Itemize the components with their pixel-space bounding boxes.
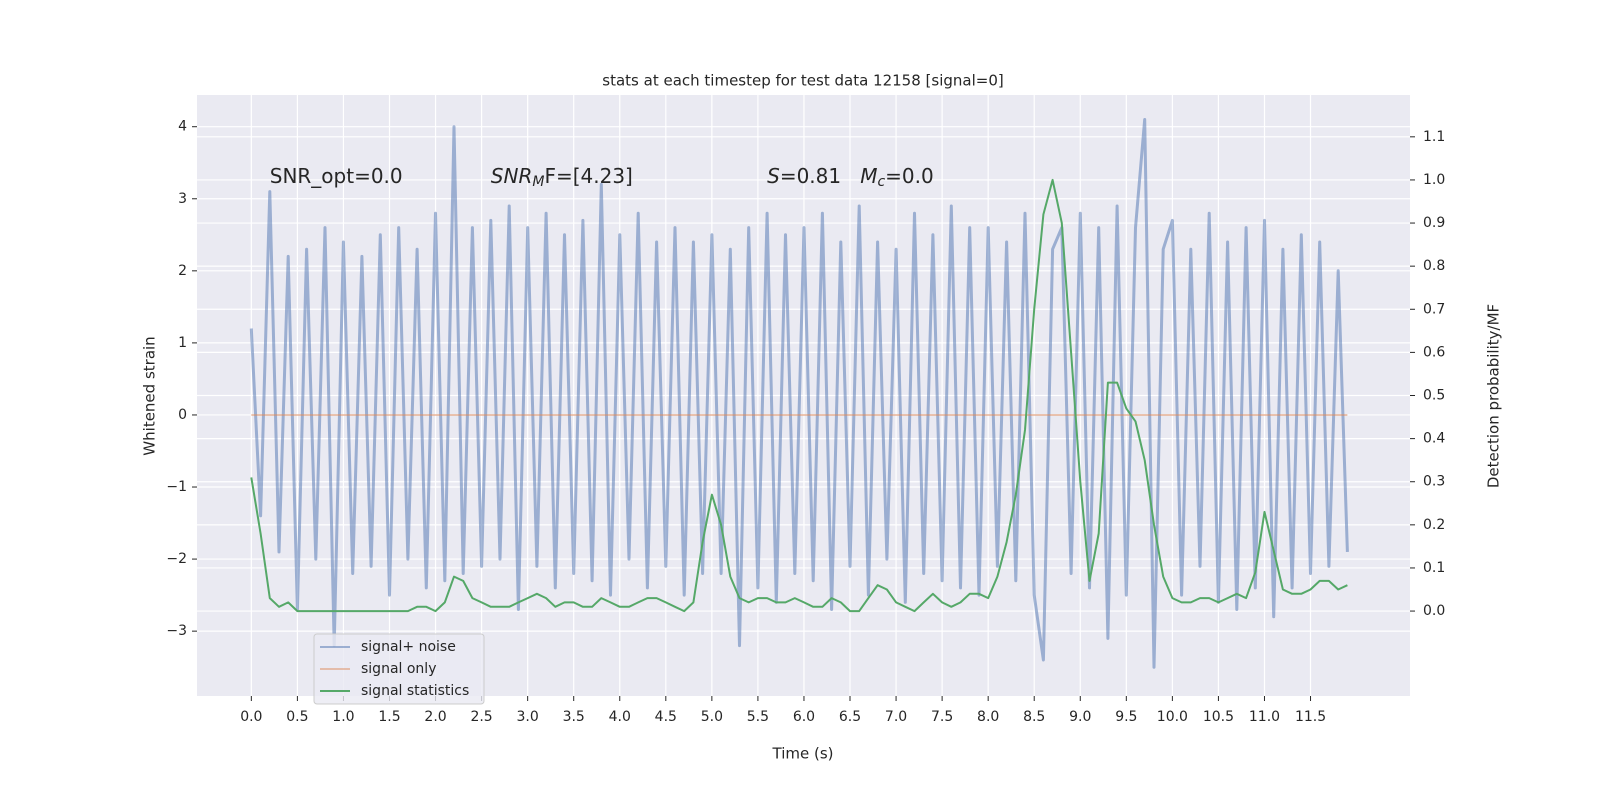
annotation-part: c xyxy=(877,174,885,190)
y-tick-label: −2 xyxy=(166,551,187,567)
x-tick-label: 4.0 xyxy=(609,709,631,725)
y2-tick-label: 0.3 xyxy=(1423,474,1445,490)
y2-tick-label: 0.8 xyxy=(1423,258,1445,274)
x-tick-label: 9.5 xyxy=(1115,709,1137,725)
y2-tick-label: 0.5 xyxy=(1423,388,1445,404)
x-tick-label: 5.0 xyxy=(701,709,723,725)
y2-tick-label: 0.1 xyxy=(1423,560,1445,576)
x-tick-label: 8.5 xyxy=(1023,709,1045,725)
x-tick-label: 6.0 xyxy=(793,709,815,725)
y2-tick-label: 1.0 xyxy=(1423,172,1445,188)
x-tick-label: 7.5 xyxy=(931,709,953,725)
x-tick-label: 2.0 xyxy=(424,709,446,725)
legend-label: signal statistics xyxy=(361,683,469,699)
x-tick-label: 4.5 xyxy=(655,709,677,725)
annotation-part: M xyxy=(532,174,544,190)
annotation-part: F=[4.23] xyxy=(544,164,632,188)
x-tick-label: 11.5 xyxy=(1295,709,1326,725)
annotation-part: SNR xyxy=(491,164,533,188)
y2-axis-label: Detection probability/MF xyxy=(1485,304,1503,488)
legend-box xyxy=(313,633,485,705)
legend-label: signal only xyxy=(361,661,436,677)
series-line xyxy=(249,118,1349,669)
annotation: SNR_opt=0.0 xyxy=(270,164,403,188)
y-tick-label: −1 xyxy=(166,479,187,495)
x-tick-label: 1.0 xyxy=(332,709,354,725)
y2-tick-label: 0.9 xyxy=(1423,215,1445,231)
x-tick-label: 3.5 xyxy=(563,709,585,725)
x-tick-label: 10.5 xyxy=(1203,709,1234,725)
x-tick-label: 11.0 xyxy=(1249,709,1280,725)
y2-tick-label: 1.1 xyxy=(1423,129,1445,145)
x-tick-label: 9.0 xyxy=(1069,709,1091,725)
x-tick-label: 8.0 xyxy=(977,709,999,725)
y-axis-label: Whitened strain xyxy=(141,336,159,455)
y-tick-label: 2 xyxy=(178,263,187,279)
y-tick-label: −3 xyxy=(166,623,187,639)
y2-tick-label: 0.7 xyxy=(1423,301,1445,317)
annotation-part: S xyxy=(767,164,780,188)
x-tick-label: 7.0 xyxy=(885,709,907,725)
x-tick-label: 0.0 xyxy=(240,709,262,725)
x-tick-label: 2.5 xyxy=(470,709,492,725)
legend-label: signal+ noise xyxy=(361,639,456,655)
annotation-part: M xyxy=(860,164,877,188)
x-tick-label: 3.0 xyxy=(517,709,539,725)
y2-tick-label: 0.4 xyxy=(1423,431,1445,447)
y2-tick-label: 0.0 xyxy=(1423,603,1445,619)
x-tick-label: 6.5 xyxy=(839,709,861,725)
x-tick-label: 1.5 xyxy=(378,709,400,725)
y-tick-label: 0 xyxy=(178,407,187,423)
x-axis-label: Time (s) xyxy=(772,745,834,763)
x-tick-label: 0.5 xyxy=(286,709,308,725)
y2-tick-label: 0.6 xyxy=(1423,344,1445,360)
annotation-part: =0.0 xyxy=(885,164,934,188)
x-tick-label: 5.5 xyxy=(747,709,769,725)
annotation-part: SNR_opt=0.0 xyxy=(270,164,403,188)
y-tick-label: 3 xyxy=(178,191,187,207)
chart-title: stats at each timestep for test data 121… xyxy=(602,72,1003,90)
series-line xyxy=(250,178,1348,613)
y-tick-label: 4 xyxy=(178,119,187,135)
y2-tick-label: 0.2 xyxy=(1423,517,1445,533)
x-tick-label: 10.0 xyxy=(1157,709,1188,725)
annotation-part: =0.81 xyxy=(780,164,860,188)
y-tick-label: 1 xyxy=(178,335,187,351)
annotation: SNRMF=[4.23] xyxy=(491,164,633,191)
annotation: S=0.81 Mc=0.0 xyxy=(767,164,934,191)
